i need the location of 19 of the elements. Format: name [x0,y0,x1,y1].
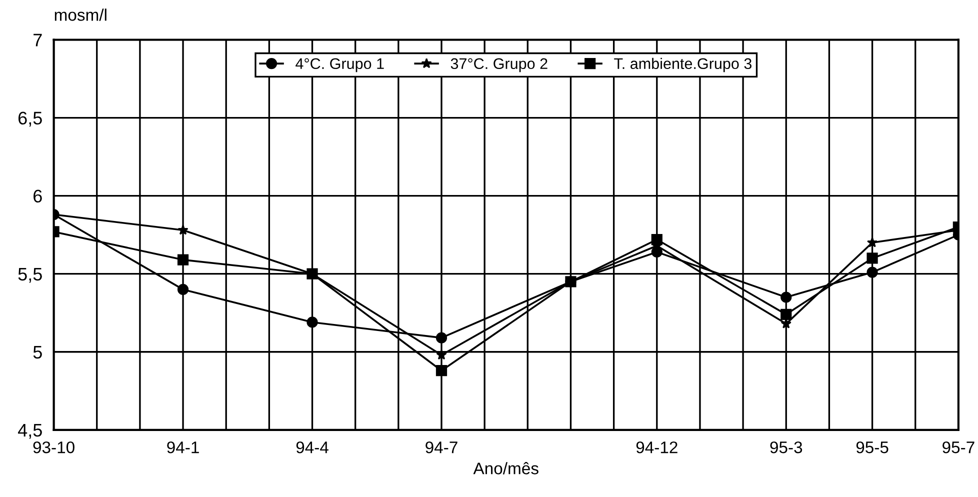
x-tick-label: 95-7 [942,441,974,454]
x-tick-label: 94-4 [296,441,328,454]
legend-label: T. ambiente.Grupo 3 [614,58,752,72]
x-axis-title: Ano/mês [473,462,538,474]
legend-label: 37°C. Grupo 2 [450,58,548,72]
y-tick-label: 5,5 [18,268,42,283]
y-tick-label: 5 [33,346,42,359]
y-tick-label: 6 [34,190,42,203]
x-tick-label: 94-7 [426,441,458,454]
y-axis-title: mosm/l [54,8,106,21]
x-tick-label: 94-1 [167,441,199,454]
y-tick-label: 4,5 [18,424,42,439]
x-tick-label: 94-12 [636,441,678,454]
y-tick-label: 6,5 [18,112,42,127]
x-tick-label: 95-3 [770,441,802,454]
x-tick-label: 95-5 [856,441,888,454]
legend-label: 4°C. Grupo 1 [296,58,384,72]
y-tick-label: 7 [34,34,42,46]
x-tick-label: 93-10 [33,441,74,454]
